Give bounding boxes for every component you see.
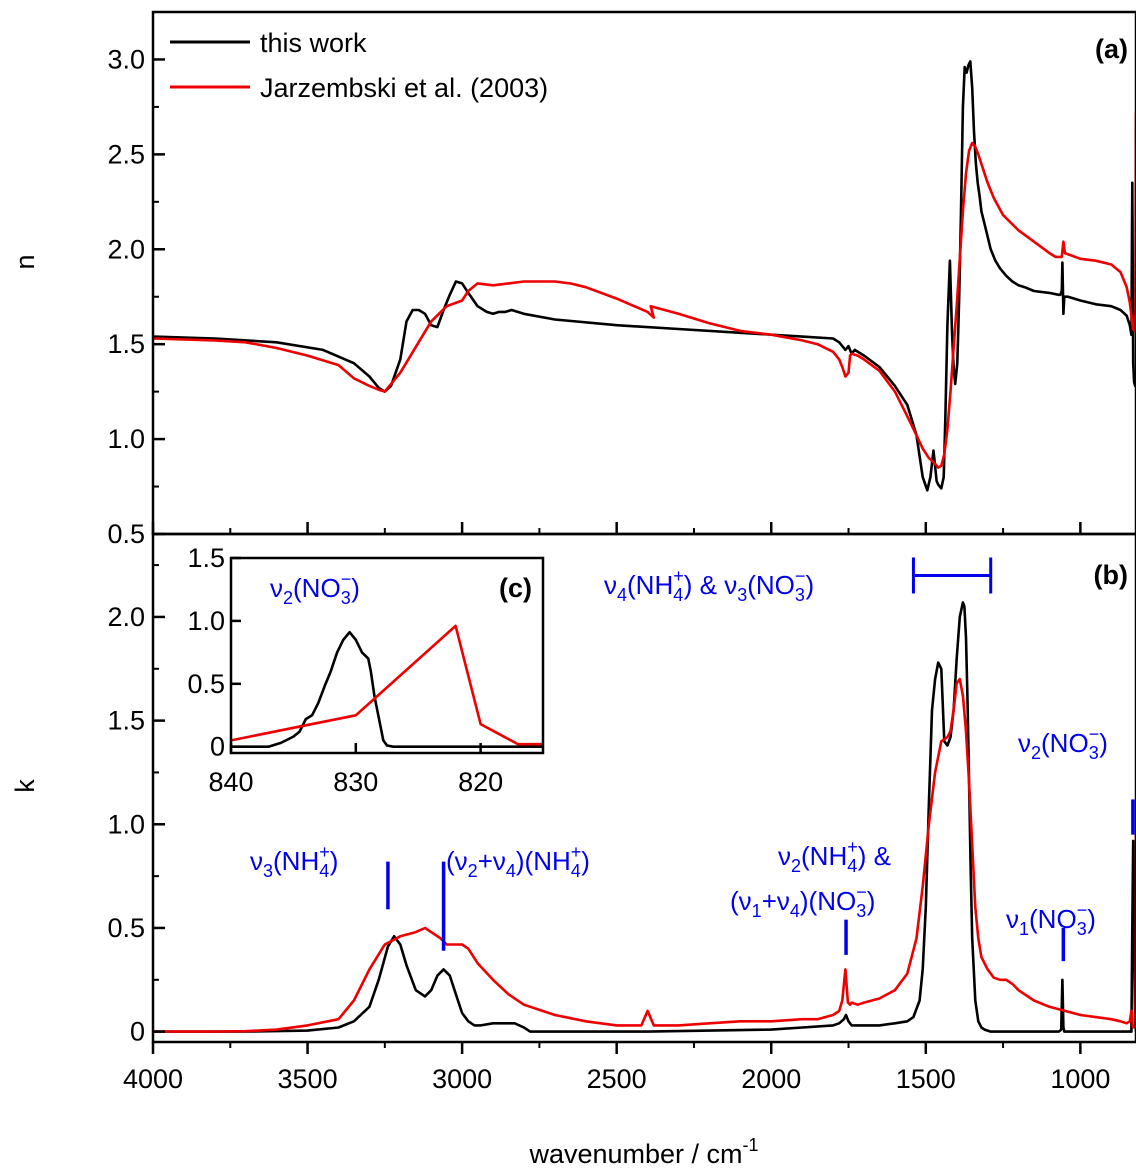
panel-a-y-axis-title: n: [10, 254, 40, 269]
panel-c-label: ν2(NO3−): [270, 569, 360, 608]
legend-label-this-work: this work: [260, 28, 367, 58]
panel-a-y-ticks: 0.5 1.0 1.5 2.0 2.5 3.0: [107, 44, 165, 549]
panel-c-inset: 0 0.5 1.0 1.5 840 830 820 (c) ν2(NO3−): [187, 543, 545, 797]
panel-b-x-tick-label: 2000: [741, 1064, 801, 1094]
panel-a-series-this-work-line: [153, 60, 1136, 492]
panel-a-frame-ticks: [151, 522, 1082, 534]
panel-c-tag: (c): [499, 573, 532, 603]
panel-a-y-tick-label: 2.0: [107, 234, 145, 264]
panel-b-frame: [151, 532, 1136, 1044]
panel-b-series-this-work-line: [153, 601, 1136, 1033]
panel-b-y-ticks: 0 0.5 1.0 1.5 2.0: [107, 564, 165, 1047]
panel-b-x-tick-label: 4000: [123, 1064, 183, 1094]
x-axis-title-exponent: -1: [743, 1135, 759, 1155]
annotation-v2-no3: ν2(NO3−): [1018, 724, 1108, 763]
panel-a: 0.5 1.0 1.5 2.0 2.5 3.0 n (a) this work Jarze…: [10, 10, 1136, 549]
panel-a-y-tick-label: 3.0: [107, 44, 145, 74]
panel-c-series-jarzembski-line: [231, 624, 543, 746]
panel-c-x-tick-label: 830: [333, 767, 378, 797]
panel-b-tag: (b): [1094, 560, 1128, 590]
panel-c-x-tick-label: 820: [458, 767, 503, 797]
panel-c-series-this-work-line: [231, 630, 543, 749]
panel-a-tag: (a): [1095, 34, 1128, 64]
annotation-bracket: [911, 557, 993, 594]
annotation-v3-nh4: ν3(NH4+): [250, 842, 338, 881]
x-axis-title: wavenumber / cm-1: [528, 1135, 758, 1169]
annotations: ν4(NH4+) & ν3(NO3−) ν3(NH4+) (ν2+ν4)(NH4…: [250, 557, 1135, 962]
annotation-v2v4-nh4: (ν2+ν4)(NH4+): [446, 842, 590, 881]
panel-c-y-tick-label: 0.5: [187, 669, 225, 699]
panel-b-y-tick-label: 1.0: [107, 809, 145, 839]
panel-b-x-tick-label: 3500: [278, 1064, 338, 1094]
panel-b-y-tick-label: 0: [130, 1017, 145, 1047]
panel-a-y-tick-label: 2.5: [107, 139, 145, 169]
panel-a-y-tick-label: 1.5: [107, 329, 145, 359]
panel-b-y-tick-label: 1.5: [107, 706, 145, 736]
annotation-v2-nh4: ν2(NH4+) &: [778, 837, 891, 876]
inset-background: [231, 558, 543, 753]
panel-c-series-group: [231, 624, 543, 749]
panel-b-y-tick-label: 0.5: [107, 913, 145, 943]
x-axis-title-text: wavenumber / cm: [528, 1139, 742, 1169]
legend-label-jarzembski: Jarzembski et al. (2003): [260, 73, 548, 103]
annotation-markers: [386, 799, 1135, 962]
panel-c-y-tick-label: 1.5: [187, 543, 225, 573]
panel-b-x-tick-label: 1500: [896, 1064, 956, 1094]
panel-c-y-tick-label: 0: [210, 732, 225, 762]
panel-c-frame: [229, 556, 545, 755]
panel-b-x-tick-label: 3000: [432, 1064, 492, 1094]
panel-a-series-group: [153, 60, 1136, 492]
annotation-v4-nh4-v3-no3: ν4(NH4+) & ν3(NO3−): [604, 566, 814, 605]
panel-b-y-tick-label: 2.0: [107, 602, 145, 632]
panel-a-y-tick-label: 0.5: [107, 519, 145, 549]
annotation-v1v4-no3: (ν1+ν4)(NO3−): [730, 882, 875, 921]
panel-c-y-tick-label: 1.0: [187, 606, 225, 636]
panel-a-series-jarzembski-line: [153, 112, 1136, 469]
panel-a-y-tick-label: 1.0: [107, 424, 145, 454]
panel-b-y-axis-title: k: [10, 779, 40, 793]
annotation-v1-no3: ν1(NO3−): [1006, 900, 1096, 939]
legend: this work Jarzembski et al. (2003): [170, 28, 548, 103]
panel-b-x-tick-label: 2500: [587, 1064, 647, 1094]
panel-b-x-ticks: 4000 3500 3000 2500 2000 1500 1000: [123, 1042, 1110, 1094]
panel-b: 0 0.5 1.0 1.5 2.0 4000 3500 3000 2500 2000 1500 10…: [10, 532, 1136, 1169]
panel-c-x-tick-label: 840: [208, 767, 253, 797]
panel-b-x-tick-label: 1000: [1050, 1064, 1110, 1094]
svg-text:wavenumber / cm-1: wavenumber / cm-1: [528, 1135, 758, 1169]
